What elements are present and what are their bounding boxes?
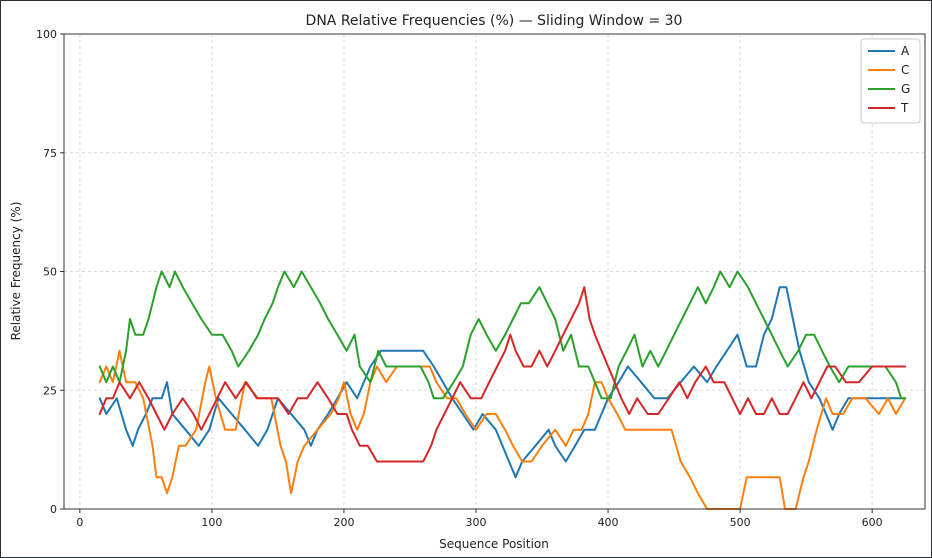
legend-label-g: G [901,82,910,96]
series-line-a [98,286,907,479]
series-line-c [98,349,907,510]
x-tick-label: 300 [466,516,487,529]
series-line-t [98,286,907,463]
x-tick-label: 400 [598,516,619,529]
legend-label-t: T [900,101,909,115]
axis-ticks: 0 100 200 300 400 500 600 0 25 50 75 100 [36,28,883,529]
plot-background [64,34,925,509]
y-tick-label: 50 [43,266,57,279]
x-tick-label: 600 [862,516,883,529]
y-tick-label: 0 [50,503,57,516]
y-tick-label: 100 [36,28,57,41]
x-tick-label: 500 [730,516,751,529]
series-layer [98,270,907,510]
legend-box [860,38,921,124]
legend-label-a: A [901,44,910,58]
y-axis-label: Relative Frequency (%) [9,202,23,341]
series-line-g [98,270,907,400]
y-tick-label: 25 [43,384,57,397]
x-tick-label: 200 [333,516,354,529]
y-tick-label: 75 [43,147,57,160]
x-tick-label: 0 [76,516,83,529]
legend-label-c: C [901,63,909,77]
chart-title: DNA Relative Frequencies (%) — Sliding W… [306,13,683,29]
x-axis-label: Sequence Position [439,537,549,551]
x-tick-label: 100 [201,516,222,529]
